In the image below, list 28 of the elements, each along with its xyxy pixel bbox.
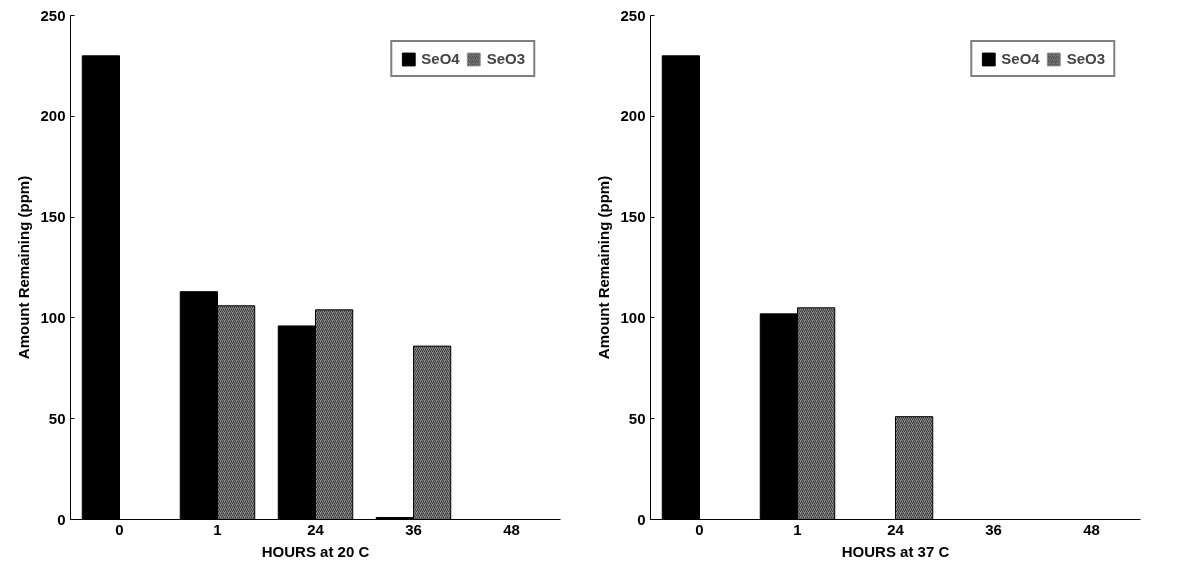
x-tick-label: 1	[213, 520, 222, 538]
x-tick-label: 0	[695, 520, 704, 538]
x-tick-label: 0	[115, 520, 124, 538]
x-tick-label: 36	[985, 520, 1002, 538]
y-tick-label: 250	[40, 6, 66, 24]
y-tick-label: 100	[40, 308, 66, 326]
y-tick-label: 250	[620, 6, 646, 24]
x-tick-label: 48	[1083, 520, 1100, 538]
y-axis-title: Amount Remaining (ppm)	[15, 175, 33, 360]
y-tick-label: 150	[40, 208, 66, 226]
y-tick-label: 50	[628, 409, 646, 427]
y-axis-title: Amount Remaining (ppm)	[595, 175, 613, 360]
x-tick-label: 1	[793, 520, 802, 538]
x-axis-title: HOURS at 37 C	[841, 542, 950, 560]
x-tick-label: 48	[503, 520, 520, 538]
x-tick-label: 24	[307, 520, 325, 538]
x-tick-label: 24	[887, 520, 905, 538]
y-tick-label: 150	[620, 208, 646, 226]
x-axis-title: HOURS at 20 C	[261, 542, 370, 560]
y-tick-label: 200	[40, 107, 66, 125]
legend-label: SeO4	[421, 50, 460, 67]
legend-label: SeO3	[486, 50, 525, 67]
y-tick-label: 100	[620, 308, 646, 326]
x-tick-label: 36	[405, 520, 422, 538]
y-tick-label: 50	[48, 409, 66, 427]
legend-label: SeO3	[1066, 50, 1105, 67]
y-tick-label: 200	[620, 107, 646, 125]
legend-label: SeO4	[1001, 50, 1040, 67]
